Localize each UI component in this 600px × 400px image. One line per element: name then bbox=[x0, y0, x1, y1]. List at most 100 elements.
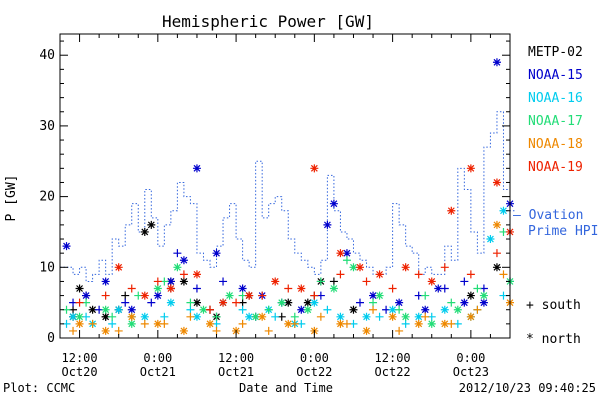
legend-ovation: – Ovation bbox=[513, 208, 583, 223]
y-tick-label: 20 bbox=[39, 190, 55, 205]
south-marker bbox=[362, 277, 371, 286]
x-tick-date: Oct23 bbox=[453, 365, 489, 379]
south-marker bbox=[336, 270, 345, 279]
north-marker bbox=[297, 284, 306, 293]
north-marker bbox=[277, 298, 286, 307]
south-marker bbox=[206, 305, 214, 314]
legend-ovation-line2: Prime HPI bbox=[528, 224, 598, 239]
x-axis-label: Date and Time bbox=[239, 381, 333, 395]
south-marker bbox=[316, 277, 325, 286]
north-marker bbox=[153, 284, 162, 293]
north-marker bbox=[447, 206, 456, 215]
south-marker bbox=[395, 305, 404, 314]
x-tick-date: Oct20 bbox=[62, 365, 98, 379]
south-marker bbox=[473, 284, 482, 293]
x-tick-date: Oct21 bbox=[140, 365, 176, 379]
north-marker bbox=[271, 277, 280, 286]
north-marker bbox=[388, 305, 397, 314]
north-marker bbox=[323, 220, 332, 229]
north-marker bbox=[492, 58, 501, 67]
north-marker bbox=[245, 291, 254, 300]
series-noaa-17 bbox=[62, 227, 514, 328]
north-marker bbox=[466, 291, 475, 300]
south-marker bbox=[447, 298, 456, 307]
legend-item-noaa-16: NOAA-16 bbox=[528, 91, 583, 106]
north-marker bbox=[434, 284, 443, 293]
north-marker bbox=[336, 249, 345, 258]
south-marker bbox=[212, 326, 221, 335]
north-marker bbox=[303, 298, 312, 307]
south-marker bbox=[264, 305, 273, 314]
north-marker bbox=[362, 326, 371, 335]
north-marker bbox=[251, 312, 260, 321]
legend-item-noaa-19: NOAA-19 bbox=[528, 160, 583, 175]
north-marker bbox=[329, 199, 338, 208]
north-marker bbox=[219, 298, 228, 307]
north-marker bbox=[153, 291, 162, 300]
south-marker bbox=[369, 298, 378, 307]
north-marker bbox=[329, 284, 338, 293]
north-marker bbox=[199, 305, 208, 314]
north-marker bbox=[414, 319, 423, 328]
south-marker bbox=[186, 312, 195, 321]
south-marker bbox=[460, 277, 469, 286]
legend-item-metp-02: METP-02 bbox=[528, 45, 583, 60]
south-marker bbox=[264, 326, 273, 335]
north-marker bbox=[179, 326, 188, 335]
north-marker bbox=[88, 305, 97, 314]
south-marker bbox=[69, 326, 78, 335]
north-marker bbox=[349, 263, 358, 272]
north-marker bbox=[356, 263, 364, 272]
north-marker bbox=[427, 277, 436, 286]
south-marker bbox=[75, 298, 84, 307]
north-marker bbox=[336, 312, 345, 321]
north-marker bbox=[225, 291, 234, 300]
x-tick-time: 0:00 bbox=[143, 351, 172, 365]
south-marker bbox=[101, 291, 110, 300]
south-marker bbox=[414, 270, 423, 279]
y-tick-label: 0 bbox=[47, 331, 55, 346]
south-marker bbox=[186, 298, 195, 307]
south-marker bbox=[127, 284, 136, 293]
north-marker bbox=[258, 312, 267, 321]
south-marker bbox=[121, 291, 130, 300]
x-tick-date: Oct22 bbox=[296, 365, 332, 379]
south-marker bbox=[499, 270, 508, 279]
legend-item-noaa-17: NOAA-17 bbox=[528, 114, 583, 129]
x-tick-date: Oct21 bbox=[218, 365, 254, 379]
north-marker bbox=[440, 319, 449, 328]
axes-frame bbox=[59, 33, 511, 339]
south-marker bbox=[238, 305, 247, 314]
north-marker bbox=[388, 312, 397, 321]
north-marker bbox=[140, 291, 149, 300]
north-marker bbox=[114, 263, 123, 272]
x-tick-time: 0:00 bbox=[300, 351, 329, 365]
north-marker bbox=[492, 263, 501, 272]
south-marker bbox=[473, 305, 482, 314]
north-marker bbox=[492, 178, 501, 187]
north-marker bbox=[401, 263, 410, 272]
north-marker bbox=[153, 319, 162, 328]
north-marker bbox=[479, 298, 488, 307]
north-marker bbox=[284, 298, 293, 307]
north-marker bbox=[114, 305, 123, 314]
north-marker bbox=[140, 227, 149, 236]
south-marker bbox=[375, 312, 384, 321]
north-marker bbox=[173, 263, 182, 272]
north-marker bbox=[460, 298, 469, 307]
south-marker bbox=[388, 284, 397, 293]
north-marker bbox=[82, 291, 91, 300]
north-marker bbox=[369, 291, 378, 300]
north-marker bbox=[492, 220, 501, 229]
south-marker bbox=[492, 249, 501, 258]
north-marker bbox=[192, 270, 201, 279]
south-marker bbox=[173, 249, 182, 258]
north-marker bbox=[192, 298, 201, 307]
north-marker bbox=[166, 277, 175, 286]
north-marker bbox=[486, 235, 495, 244]
north-marker bbox=[375, 270, 384, 279]
north-marker bbox=[375, 291, 384, 300]
south-marker bbox=[290, 312, 299, 321]
north-marker bbox=[466, 312, 475, 321]
axes: 01020304012:00Oct200:00Oct2112:00Oct210:… bbox=[39, 33, 511, 379]
